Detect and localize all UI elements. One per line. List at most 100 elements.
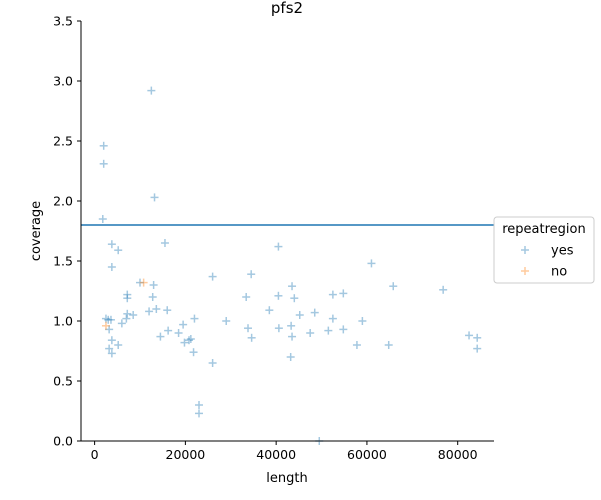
data-point-yes [324, 326, 333, 335]
legend-item-yes: yes [521, 244, 574, 259]
plot-area [98, 86, 482, 445]
x-tick-label: 20000 [166, 447, 206, 462]
data-point-yes [186, 335, 195, 343]
data-point-yes [129, 311, 138, 319]
data-point-yes [328, 314, 337, 323]
data-point-yes [473, 344, 482, 353]
data-point-yes [310, 308, 319, 317]
x-tick-label: 0 [91, 447, 99, 462]
data-point-yes [286, 353, 295, 361]
data-point-yes [107, 349, 116, 358]
chart-title: pfs2 [271, 0, 303, 17]
data-point-yes [105, 344, 114, 353]
data-point-yes [105, 325, 114, 334]
data-point-yes [195, 401, 203, 409]
data-point-yes [117, 319, 126, 328]
data-point-yes [244, 324, 253, 333]
legend-title: repeatregion [502, 222, 585, 237]
legend-items: yes no [521, 244, 574, 280]
data-point-yes [367, 259, 376, 268]
data-point-no [101, 321, 110, 330]
legend-label: no [551, 265, 567, 280]
data-point-yes [156, 332, 165, 341]
data-point-yes [179, 320, 188, 329]
data-point-yes [247, 333, 256, 342]
data-point-yes [174, 329, 183, 337]
data-point-yes [145, 307, 154, 316]
data-point-yes [295, 311, 304, 319]
x-axis-title: length [266, 471, 307, 486]
data-point-yes [98, 215, 107, 223]
data-point-yes [274, 242, 283, 251]
data-point-yes [148, 293, 157, 301]
legend: repeatregion yes no [493, 216, 595, 284]
data-point-yes [149, 281, 158, 289]
y-axis-ticks: 0.0 0.5 1.0 1.5 2.0 2.5 3.0 3.5 [53, 14, 81, 449]
data-point-yes [164, 326, 173, 335]
data-point-yes [180, 338, 189, 347]
legend-label: yes [551, 244, 574, 259]
y-tick-label: 2.0 [53, 194, 73, 209]
data-point-yes [358, 317, 367, 325]
data-point-yes [274, 324, 283, 333]
data-point-yes [288, 332, 297, 341]
data-point-yes [222, 317, 231, 325]
data-point-yes [384, 341, 393, 349]
data-point-yes [288, 282, 297, 291]
data-point-yes [290, 294, 299, 303]
x-tick-label: 40000 [256, 447, 296, 462]
legend-marker [521, 246, 529, 254]
data-point-yes [123, 294, 132, 303]
data-point-yes [328, 290, 337, 299]
data-point-yes [99, 141, 108, 150]
data-point-yes [242, 293, 251, 301]
x-axis-ticks: 0 20000 40000 60000 80000 [91, 441, 478, 462]
data-point-yes [107, 336, 116, 345]
data-point-yes [208, 359, 217, 367]
y-tick-label: 1.0 [53, 314, 73, 329]
data-point-yes [439, 285, 448, 294]
data-point-yes [107, 263, 116, 271]
data-point-yes [147, 86, 156, 95]
data-point-yes [163, 306, 172, 315]
data-point-yes [136, 278, 144, 287]
data-point-yes [352, 341, 361, 349]
data-point-yes [150, 193, 159, 202]
data-point-yes [306, 329, 315, 337]
data-point-yes [114, 246, 123, 255]
data-point-yes [123, 309, 132, 318]
data-point-yes [123, 290, 132, 299]
legend-item-no: no [521, 265, 567, 280]
legend-marker [521, 267, 529, 275]
data-point-yes [104, 315, 113, 324]
data-point-yes [190, 314, 199, 323]
data-point-yes [195, 409, 203, 418]
data-point-yes [465, 331, 474, 340]
data-point-yes [208, 272, 217, 281]
data-point-yes [473, 333, 482, 342]
data-point-yes [122, 314, 131, 323]
y-tick-label: 1.5 [53, 254, 73, 269]
y-tick-label: 3.5 [53, 14, 73, 29]
data-point-no [139, 278, 148, 287]
data-point-yes [389, 282, 398, 291]
data-point-yes [106, 315, 115, 324]
y-tick-label: 0.5 [53, 374, 73, 389]
x-tick-label: 60000 [347, 447, 387, 462]
x-tick-label: 80000 [438, 447, 478, 462]
data-point-yes [274, 291, 283, 300]
data-point-yes [101, 314, 110, 323]
y-tick-label: 2.5 [53, 134, 73, 149]
data-point-yes [265, 306, 274, 315]
data-point-yes [247, 270, 256, 279]
data-point-yes [189, 348, 198, 357]
legend-frame [493, 216, 595, 284]
y-tick-label: 0.0 [53, 434, 73, 449]
data-point-yes [160, 239, 169, 247]
data-point-yes [339, 289, 348, 298]
y-axis-title: coverage [29, 201, 44, 261]
data-point-yes [287, 321, 296, 330]
data-point-yes [339, 325, 348, 334]
y-tick-label: 3.0 [53, 74, 73, 89]
